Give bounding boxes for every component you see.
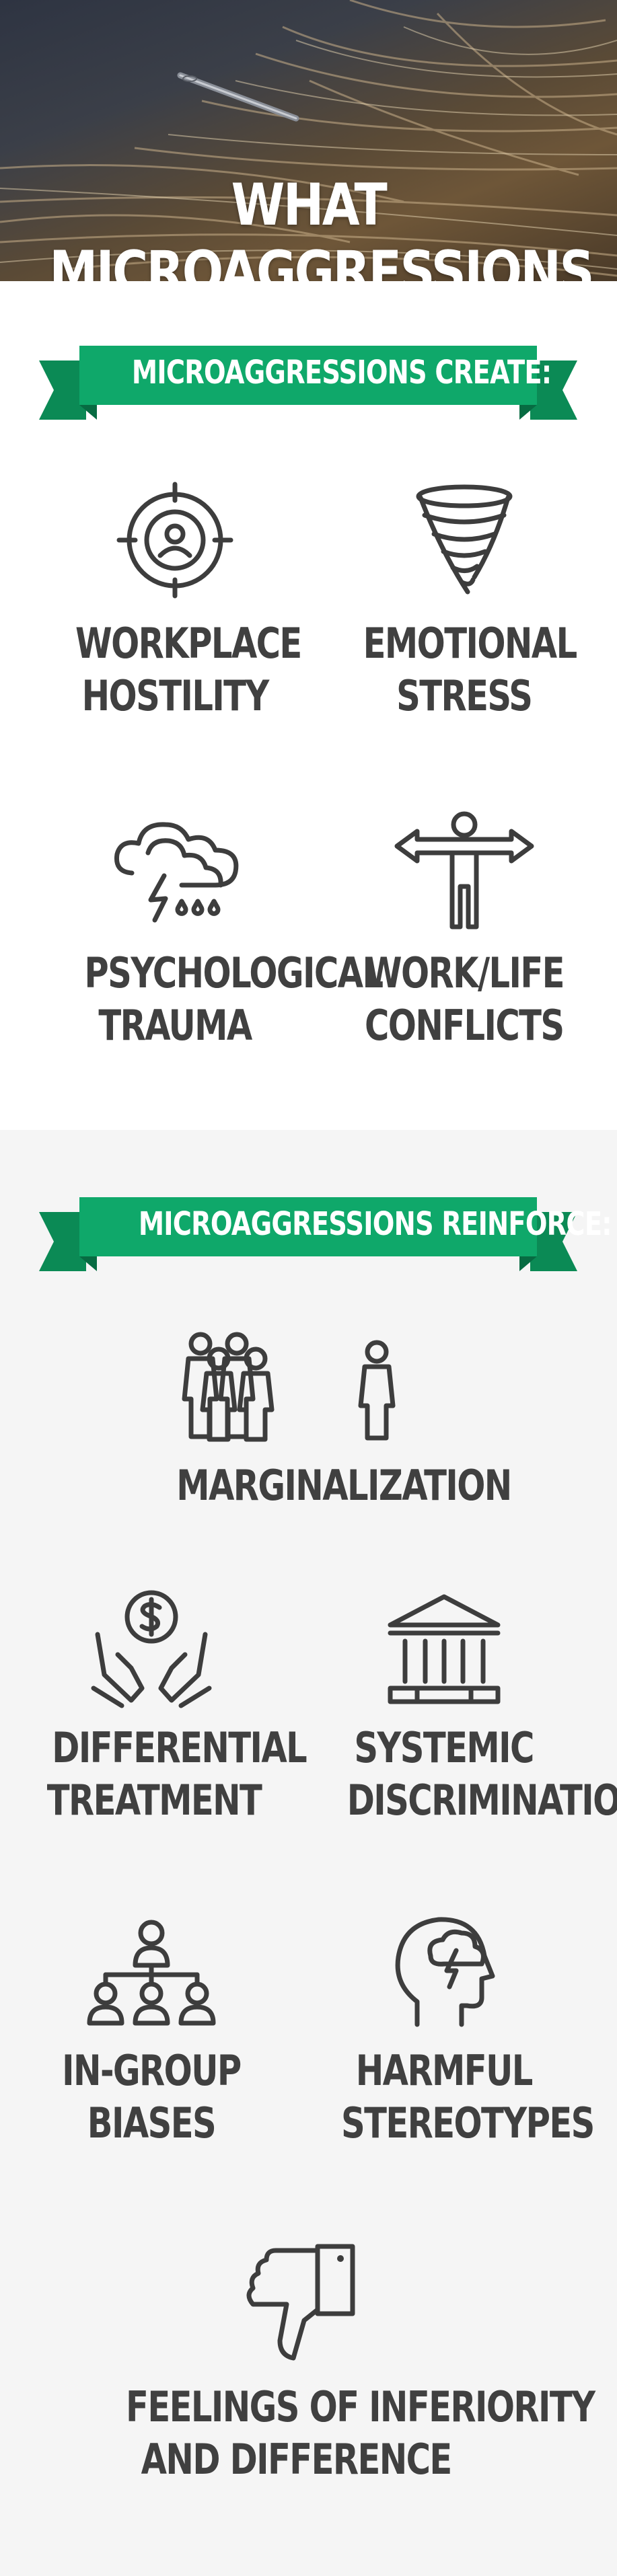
item-line2: TREATMENT [46,1776,262,1825]
tornado-icon [416,484,513,595]
crossroads-person-icon [394,811,534,930]
reinforce-banner-label: MICROAGGRESSIONS REINFORCE: [138,1205,612,1243]
org-chart-icon [87,1920,216,2026]
item-in-group-biases: IN-GROUP BIASES [20,1917,283,2150]
item-line2: DISCRIMINATION [347,1776,617,1825]
ribbon-shape [39,346,577,420]
target-person-icon [116,482,233,599]
item-line1: SYSTEMIC [354,1723,535,1772]
item-differential-treatment: DIFFERENTIAL TREATMENT [20,1587,307,1827]
item-line1: WORKPLACE [75,619,302,668]
isolated-person-icon [182,1332,396,1442]
item-psychological-trauma: PSYCHOLOGICAL TRAUMA [47,806,384,1052]
item-systemic-discrimination: SYSTEMIC DISCRIMINATION [310,1587,617,1827]
institution-building-icon [388,1594,501,1704]
thumbs-down-icon [246,2244,355,2361]
reinforce-section: MICROAGGRESSIONS REINFORCE: MARGINALIZAT… [0,1130,617,2576]
item-harmful-stereotypes: HARMFUL STEREOTYPES [310,1903,595,2150]
item-line2: BIASES [87,2098,217,2148]
reinforce-banner: MICROAGGRESSIONS REINFORCE: [39,1192,612,1271]
item-work-life-conflicts: WORK/LIFE CONFLICTS [336,806,592,1052]
create-banner: MICROAGGRESSIONS CREATE: [39,340,577,420]
item-line1: IN-GROUP [62,2046,242,2095]
item-line1: DIFFERENTIAL [52,1723,307,1772]
item-line2: HOSTILITY [81,671,269,720]
create-banner-label: MICROAGGRESSIONS CREATE: [131,354,552,391]
page-title: WHAT MICROAGGRESSIONS DO [49,172,594,281]
item-line1: HARMFUL [355,2046,534,2095]
storm-cloud-icon [114,822,239,923]
create-section: MICROAGGRESSIONS CREATE: WORKPLACE HOSTI… [0,281,617,1130]
hands-dollar-icon [91,1590,212,1708]
item-marginalization: MARGINALIZATION [135,1325,512,1512]
item-line2: STEREOTYPES [340,2098,595,2148]
head-storm-icon [395,1917,495,2027]
haystack-needle-image [0,0,617,277]
hero-banner: WHAT MICROAGGRESSIONS DO [0,0,617,281]
item-line2: STRESS [396,671,533,720]
item-emotional-stress: EMOTIONAL STRESS [336,476,592,722]
item-line1: FEELINGS OF INFERIORITY [126,2382,595,2431]
item-line2: CONFLICTS [365,1001,565,1050]
ribbon-shape [39,1197,577,1271]
item-line1: PSYCHOLOGICAL [84,948,384,997]
item-line2: AND DIFFERENCE [141,2435,452,2484]
item-workplace-hostility: WORKPLACE HOSTILITY [47,476,303,722]
item-feelings-of-inferiority: FEELINGS OF INFERIORITY AND DIFFERENCE [67,2240,595,2486]
item-line1: EMOTIONAL [363,619,578,668]
item-line2: TRAUMA [98,1001,252,1050]
item-line1: MARGINALIZATION [176,1461,512,1510]
item-line1: WORK/LIFE [365,948,565,997]
